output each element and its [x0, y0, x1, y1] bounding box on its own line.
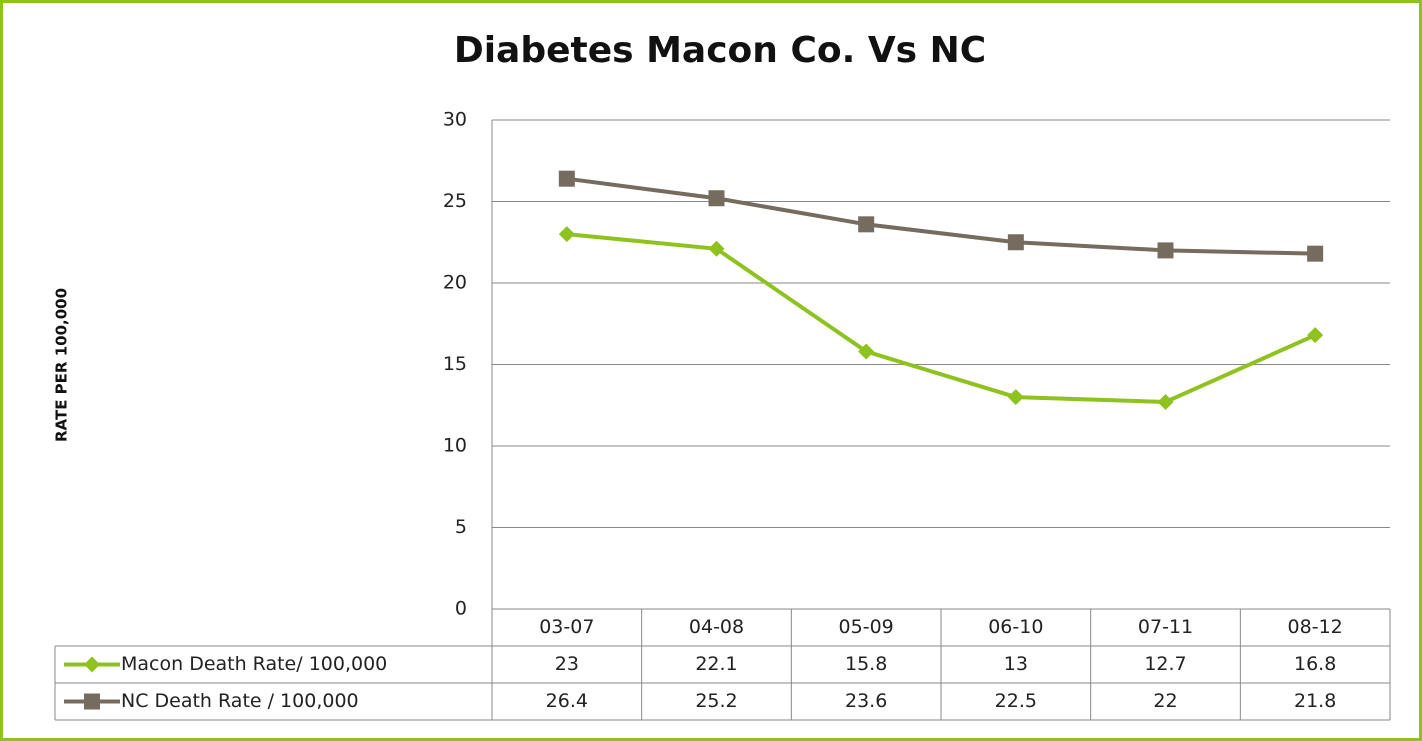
legend-marker [84, 656, 100, 673]
marker [1007, 234, 1024, 251]
table-value: 13 [1004, 653, 1028, 675]
y-tick-label: 10 [443, 435, 467, 457]
marker [858, 216, 875, 233]
x-tick-label: 07-11 [1138, 616, 1193, 638]
legend-label: Macon Death Rate/ 100,000 [121, 653, 387, 675]
chart-title: Diabetes Macon Co. Vs NC [454, 30, 986, 71]
marker [1007, 389, 1024, 406]
table-value: 25.2 [695, 690, 737, 712]
y-tick-label: 5 [455, 516, 467, 538]
x-tick-label: 04-08 [689, 616, 744, 638]
table-value: 16.8 [1294, 653, 1336, 675]
series-line [566, 176, 1316, 256]
marker [858, 343, 875, 360]
table-value: 26.4 [546, 690, 588, 712]
table-value: 15.8 [845, 653, 887, 675]
marker [558, 170, 575, 187]
y-tick-label: 20 [443, 272, 467, 294]
marker [1157, 393, 1174, 410]
table-value: 21.8 [1294, 690, 1336, 712]
y-tick-label: 25 [443, 190, 467, 212]
table-value: 22.5 [995, 690, 1037, 712]
x-tick-label: 05-09 [839, 616, 894, 638]
x-tick-label: 08-12 [1288, 616, 1343, 638]
legend-label: NC Death Rate / 100,000 [121, 690, 359, 712]
y-tick-label: 0 [455, 598, 467, 620]
marker [1307, 327, 1324, 344]
marker [708, 190, 725, 207]
y-axis-label: RATE PER 100,000 [53, 288, 71, 442]
marker [1307, 245, 1324, 262]
table-value: 22.1 [695, 653, 737, 675]
marker [1157, 242, 1174, 259]
series-line [566, 232, 1316, 405]
legend-marker [84, 693, 100, 710]
x-tick-label: 03-07 [539, 616, 594, 638]
marker [708, 240, 725, 257]
y-tick-label: 15 [443, 353, 467, 375]
table-value: 23.6 [845, 690, 887, 712]
y-tick-label: 30 [443, 109, 467, 131]
marker [558, 226, 575, 243]
table-value: 12.7 [1144, 653, 1186, 675]
table-value: 22 [1153, 690, 1177, 712]
table-value: 23 [555, 653, 579, 675]
x-tick-label: 06-10 [988, 616, 1043, 638]
